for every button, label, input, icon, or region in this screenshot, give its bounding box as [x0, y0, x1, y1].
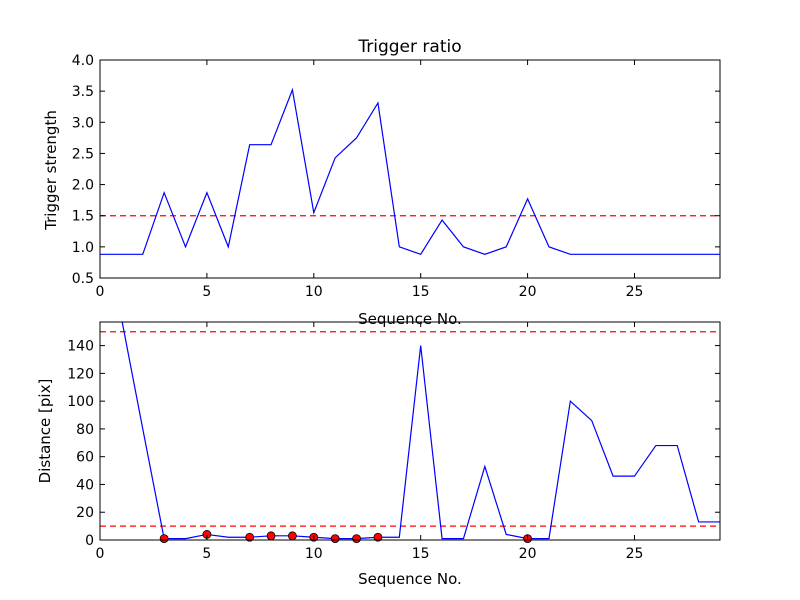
plot-content	[100, 87, 720, 256]
y-tick-label: 0	[85, 533, 94, 549]
data-point	[330, 534, 340, 544]
plot-area: 0 5 10 15 20 25 0 20 40 60 80 100 120 140	[67, 321, 721, 562]
y-tick-label: 60	[76, 450, 94, 466]
y-axis-label: Trigger strength	[42, 110, 60, 231]
x-axis-label: Sequence No.	[358, 570, 462, 588]
y-tick-label: 80	[76, 422, 94, 438]
plot-area: 0 5 10 15 20 25 0.5 1.0 1.5 2.0 2.5 3.0 3.5 4.0	[72, 53, 721, 300]
series-line	[100, 87, 720, 256]
data-point	[373, 532, 383, 542]
series-line	[121, 322, 720, 540]
y-tick-label: 2.5	[72, 146, 94, 162]
y-axis-label: Distance [pix]	[36, 379, 54, 484]
data-point	[288, 531, 297, 541]
x-tick-label: 15	[412, 284, 430, 300]
x-tick-label: 25	[626, 546, 644, 562]
distance-chart: Sequence No. Distance [pix] 0 5 10 15 20 25 0 2…	[36, 321, 721, 588]
axes-frame	[99, 59, 721, 279]
x-tick-label: 5	[202, 284, 211, 300]
x-tick-label: 25	[626, 284, 644, 300]
y-tick-label: 3.0	[72, 115, 94, 131]
y-tick-label: 40	[76, 477, 94, 493]
x-tick-label: 20	[519, 284, 537, 300]
y-tick-label: 140	[67, 339, 94, 355]
y-tick-label: 120	[67, 366, 94, 382]
y-tick-label: 100	[67, 394, 94, 410]
chart-title: Trigger ratio	[357, 37, 461, 57]
y-tick-label: 4.0	[72, 53, 94, 69]
y-tick-label: 2.0	[72, 178, 94, 194]
y-tick-label: 1.0	[72, 240, 94, 256]
x-tick-label: 0	[96, 284, 105, 300]
x-tick-label: 5	[202, 546, 211, 562]
data-point	[266, 531, 276, 541]
axes-frame	[99, 321, 721, 541]
y-tick-label: 0.5	[72, 271, 94, 287]
y-tick-label: 1.5	[72, 209, 94, 225]
x-tick-label: 10	[305, 284, 323, 300]
x-tick-label: 20	[519, 546, 537, 562]
x-tick-label: 10	[305, 546, 323, 562]
plot-content	[100, 322, 720, 540]
y-tick-label: 20	[76, 505, 94, 521]
data-point	[159, 534, 169, 544]
x-axis-label: Sequence No.	[358, 310, 462, 328]
x-tick-label: 15	[412, 546, 430, 562]
data-point	[352, 534, 361, 544]
y-tick-label: 3.5	[72, 84, 94, 100]
x-tick-label: 0	[96, 546, 105, 562]
trigger-ratio-chart: Trigger ratio Sequence No. Trigger stren…	[42, 37, 721, 328]
data-point	[245, 532, 255, 542]
